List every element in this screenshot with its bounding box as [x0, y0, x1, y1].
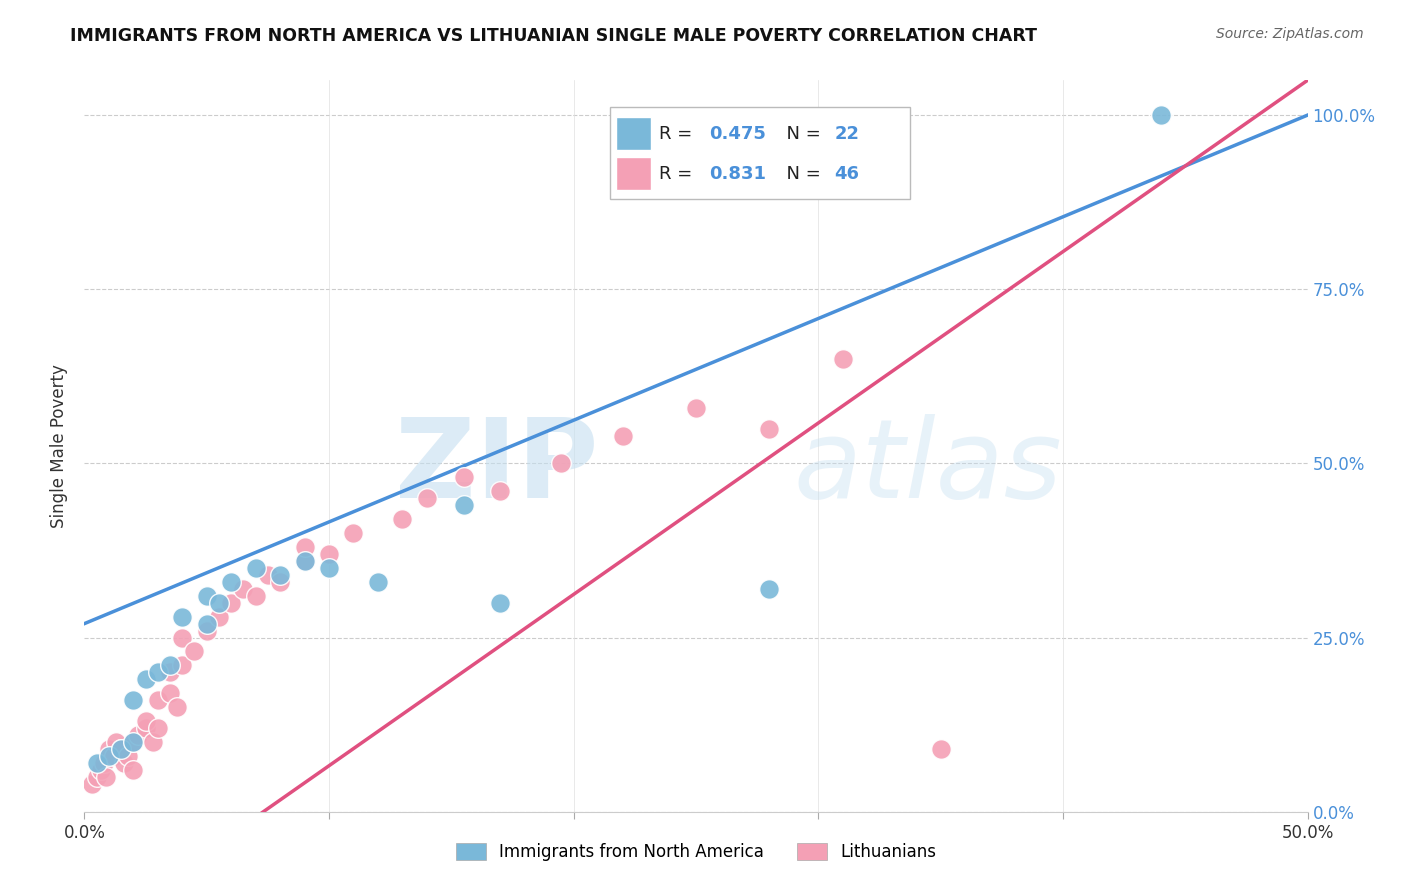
Point: [219, 596, 242, 610]
Point: [758, 582, 780, 596]
Text: R =: R =: [659, 125, 699, 143]
Point: [172, 609, 194, 624]
Point: [122, 735, 145, 749]
Point: [80, 777, 103, 791]
Point: [127, 728, 149, 742]
Text: IMMIGRANTS FROM NORTH AMERICA VS LITHUANIAN SINGLE MALE POVERTY CORRELATION CHAR: IMMIGRANTS FROM NORTH AMERICA VS LITHUAN…: [70, 27, 1038, 45]
Point: [550, 457, 572, 471]
Point: [489, 596, 512, 610]
Point: [367, 574, 389, 589]
Text: ZIP: ZIP: [395, 415, 598, 522]
Point: [146, 693, 169, 707]
Point: [159, 658, 181, 673]
Point: [172, 658, 194, 673]
Point: [416, 491, 439, 506]
Text: R =: R =: [659, 165, 699, 183]
Point: [86, 770, 108, 784]
Point: [929, 742, 952, 756]
FancyBboxPatch shape: [610, 107, 910, 199]
Point: [183, 644, 205, 658]
Point: [489, 484, 512, 499]
Point: [257, 567, 280, 582]
Point: [1150, 108, 1173, 122]
Point: [97, 742, 120, 756]
Text: 0.831: 0.831: [710, 165, 766, 183]
Point: [453, 498, 475, 512]
Point: [90, 763, 112, 777]
Point: [110, 742, 132, 756]
Point: [159, 686, 181, 700]
Point: [195, 616, 218, 631]
Point: [146, 665, 169, 680]
Point: [612, 428, 634, 442]
Point: [318, 561, 340, 575]
Point: [166, 700, 188, 714]
Point: [208, 609, 231, 624]
Point: [172, 631, 194, 645]
Point: [159, 665, 181, 680]
Point: [342, 526, 364, 541]
Point: [122, 763, 145, 777]
Point: [685, 401, 707, 415]
Legend: Immigrants from North America, Lithuanians: Immigrants from North America, Lithuania…: [447, 834, 945, 869]
Text: 0.475: 0.475: [710, 125, 766, 143]
Point: [103, 749, 125, 764]
Point: [135, 673, 157, 687]
Point: [110, 742, 132, 756]
FancyBboxPatch shape: [616, 117, 651, 150]
Point: [294, 554, 316, 568]
Point: [195, 624, 218, 638]
Point: [318, 547, 340, 561]
Point: [245, 589, 267, 603]
Point: [294, 540, 316, 554]
Point: [142, 735, 165, 749]
Text: 46: 46: [834, 165, 859, 183]
Point: [86, 756, 108, 770]
Point: [758, 421, 780, 435]
Point: [245, 561, 267, 575]
Point: [219, 574, 242, 589]
Text: atlas: atlas: [794, 415, 1063, 522]
Point: [453, 470, 475, 484]
Text: N =: N =: [776, 165, 827, 183]
Point: [122, 735, 145, 749]
Point: [93, 756, 115, 770]
Point: [135, 721, 157, 735]
Point: [269, 574, 291, 589]
Point: [112, 756, 135, 770]
Point: [294, 554, 316, 568]
Point: [105, 735, 128, 749]
Text: 22: 22: [834, 125, 859, 143]
Point: [208, 596, 231, 610]
Point: [391, 512, 413, 526]
Point: [117, 749, 139, 764]
Point: [146, 721, 169, 735]
Y-axis label: Single Male Poverty: Single Male Poverty: [51, 364, 69, 528]
Point: [97, 749, 120, 764]
FancyBboxPatch shape: [616, 157, 651, 190]
Text: Source: ZipAtlas.com: Source: ZipAtlas.com: [1216, 27, 1364, 41]
Text: N =: N =: [776, 125, 827, 143]
Point: [135, 714, 157, 728]
Point: [195, 589, 218, 603]
Point: [831, 351, 853, 366]
Point: [269, 567, 291, 582]
Point: [232, 582, 254, 596]
Point: [122, 693, 145, 707]
Point: [96, 770, 118, 784]
